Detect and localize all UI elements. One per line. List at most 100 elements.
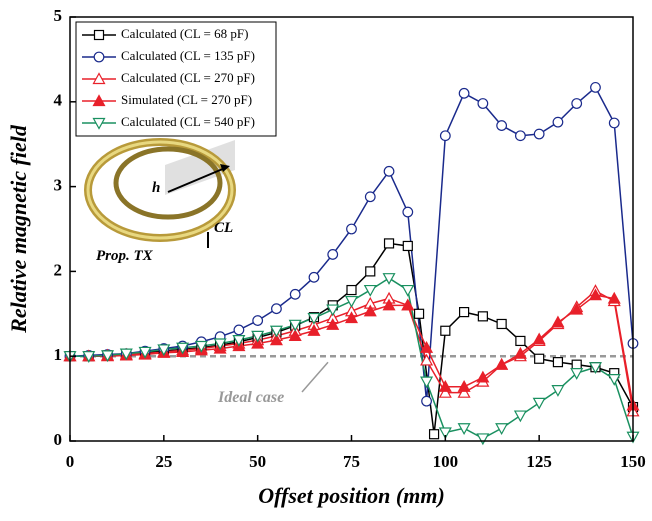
legend-label: Calculated (CL = 270 pF) <box>121 70 255 85</box>
marker <box>194 340 208 353</box>
marker <box>608 117 620 129</box>
marker <box>93 29 105 41</box>
marker <box>496 120 508 131</box>
marker <box>439 130 451 142</box>
x-tick-label: 125 <box>526 452 552 471</box>
reference-label: Ideal case <box>217 389 284 406</box>
marker <box>413 308 425 319</box>
marker <box>364 191 376 203</box>
marker <box>383 238 395 249</box>
marker <box>289 288 301 300</box>
marker <box>590 81 601 93</box>
marker <box>138 346 152 359</box>
marker <box>251 330 265 343</box>
marker <box>570 302 584 315</box>
marker <box>233 324 245 336</box>
marker <box>457 379 471 392</box>
inset-label: Prop. TX <box>96 248 154 264</box>
marker <box>327 249 339 260</box>
marker <box>588 362 602 374</box>
plane <box>165 140 235 195</box>
marker <box>252 315 264 326</box>
marker <box>288 319 302 332</box>
marker <box>119 348 133 361</box>
x-tick-label: 100 <box>433 452 459 471</box>
y-tick-label: 0 <box>54 430 63 449</box>
marker <box>269 333 283 346</box>
marker <box>365 266 376 277</box>
inset-label: h <box>152 180 160 196</box>
y-tick-label: 2 <box>54 260 63 279</box>
marker <box>588 288 602 301</box>
marker <box>532 332 546 345</box>
marker <box>438 385 452 398</box>
marker <box>457 423 471 436</box>
marker <box>513 346 527 359</box>
marker <box>476 433 490 446</box>
x-tick-label: 50 <box>249 452 266 471</box>
marker <box>570 368 584 380</box>
marker <box>344 295 359 308</box>
marker <box>382 298 396 311</box>
marker <box>307 324 321 336</box>
marker <box>421 395 432 407</box>
legend-label: Calculated (CL = 540 pF) <box>121 114 255 129</box>
series-line <box>70 242 634 435</box>
marker <box>346 223 357 235</box>
x-tick-label: 150 <box>620 452 646 471</box>
marker <box>495 423 509 436</box>
arrowhead <box>220 164 230 172</box>
marker <box>515 130 526 142</box>
marker <box>402 240 413 252</box>
marker <box>288 329 302 341</box>
marker <box>552 116 564 128</box>
marker <box>532 397 546 410</box>
marker <box>251 336 265 349</box>
x-tick-label: 0 <box>66 452 75 471</box>
marker <box>495 357 509 370</box>
marker <box>92 72 106 85</box>
marker <box>382 273 396 285</box>
marker <box>363 304 377 317</box>
marker <box>477 311 488 322</box>
marker <box>438 379 452 392</box>
x-tick-label: 25 <box>155 452 172 471</box>
marker <box>477 98 489 109</box>
marker <box>101 350 115 363</box>
marker <box>92 117 106 130</box>
reference-arrow <box>301 361 329 393</box>
marker <box>428 429 440 440</box>
marker <box>383 165 395 177</box>
marker <box>513 410 527 423</box>
marker <box>533 128 545 140</box>
marker <box>401 284 415 297</box>
legend-label: Simulated (CL = 270 pF) <box>121 92 252 107</box>
marker <box>402 206 414 218</box>
marker <box>607 291 621 304</box>
marker <box>438 427 452 440</box>
coil-inner <box>113 146 223 220</box>
marker <box>515 335 526 347</box>
marker <box>420 376 434 389</box>
marker <box>459 307 470 318</box>
y-tick-label: 5 <box>54 6 63 25</box>
marker <box>458 87 470 99</box>
x-axis-label: Offset position (mm) <box>258 483 445 508</box>
marker <box>551 385 565 397</box>
marker <box>496 318 507 330</box>
marker <box>326 318 340 330</box>
x-tick-label: 75 <box>343 452 360 471</box>
legend-label: Calculated (CL = 135 pF) <box>121 48 255 63</box>
marker <box>401 298 415 311</box>
marker <box>82 351 96 363</box>
arrow <box>167 167 226 193</box>
marker <box>176 342 190 355</box>
marker <box>440 325 451 336</box>
marker <box>571 359 582 370</box>
marker <box>476 370 490 383</box>
marker <box>420 353 434 366</box>
marker <box>326 304 340 317</box>
marker <box>420 340 434 353</box>
marker <box>93 51 105 63</box>
